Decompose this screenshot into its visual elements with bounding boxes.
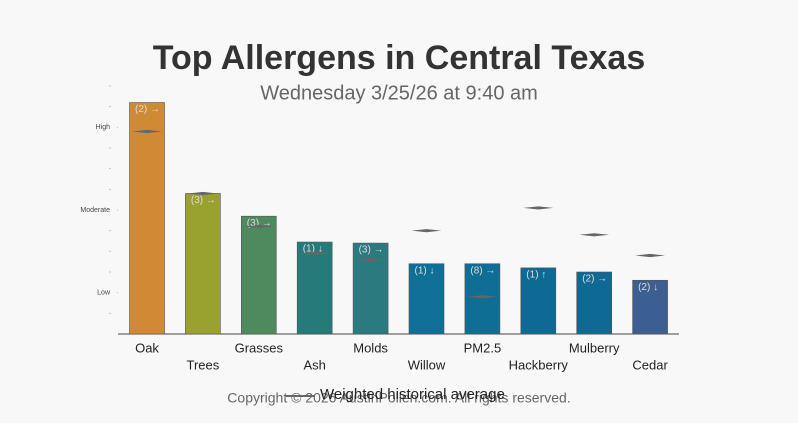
x-tick-label: Grasses [235,340,284,355]
y-minor-tick [109,168,111,170]
x-tick-label: Oak [135,340,159,355]
value-label: (1) ↓ [415,265,435,276]
average-marker [355,258,386,262]
average-marker [635,253,666,258]
x-tick-label: Hackberry [509,357,569,372]
average-marker [579,233,610,237]
y-minor-tick [109,147,111,149]
value-label: (3) → [247,218,272,229]
bar [520,267,557,335]
y-tick-label: High [96,124,111,131]
bar [185,193,221,335]
y-minor-tick [109,271,111,273]
value-label: (1) ↓ [303,244,323,255]
bar [129,102,165,335]
copyright: Copyright © 2026 AustinPollen.com. All r… [227,390,570,406]
average-marker [523,206,554,210]
x-tick-label: Ash [303,357,325,372]
value-label: (8) → [470,265,495,276]
average-marker [411,229,442,233]
x-tick-label: Cedar [632,357,668,372]
y-minor-tick [109,230,111,232]
x-tick-label: Trees [187,357,220,372]
value-label: (3) → [359,245,384,256]
value-label: (1) ↑ [526,270,546,281]
bar [241,215,277,335]
average-marker [243,224,274,229]
average-marker [187,191,218,196]
y-minor-tick [109,85,111,87]
average-marker [132,129,162,134]
bar [576,271,613,335]
x-tick-label: Molds [353,340,388,355]
bar [352,242,389,335]
x-tick-label: Willow [408,357,446,372]
bar [296,241,333,335]
x-tick-label: PM2.5 [464,340,502,355]
bar [408,263,445,335]
value-label: (2) ↓ [638,282,658,293]
y-tick-label: Low [97,290,111,297]
value-label: (3) → [191,195,216,206]
y-minor-tick [109,250,111,252]
legend-label: Weighted historical average [320,386,505,403]
average-marker [467,295,498,299]
bar [464,263,501,335]
bar [632,279,668,335]
value-label: (2) → [135,104,160,115]
chart-title: Top Allergens in Central Texas [153,39,646,77]
y-minor-tick [109,312,111,314]
average-marker [299,251,330,255]
y-minor-tick [109,188,111,190]
y-minor-tick [109,106,111,108]
chart-subtitle: Wednesday 3/25/26 at 9:40 am [260,82,538,104]
x-tick-label: Mulberry [569,340,620,355]
y-tick-label: Moderate [80,207,110,214]
value-label: (2) → [582,274,607,285]
